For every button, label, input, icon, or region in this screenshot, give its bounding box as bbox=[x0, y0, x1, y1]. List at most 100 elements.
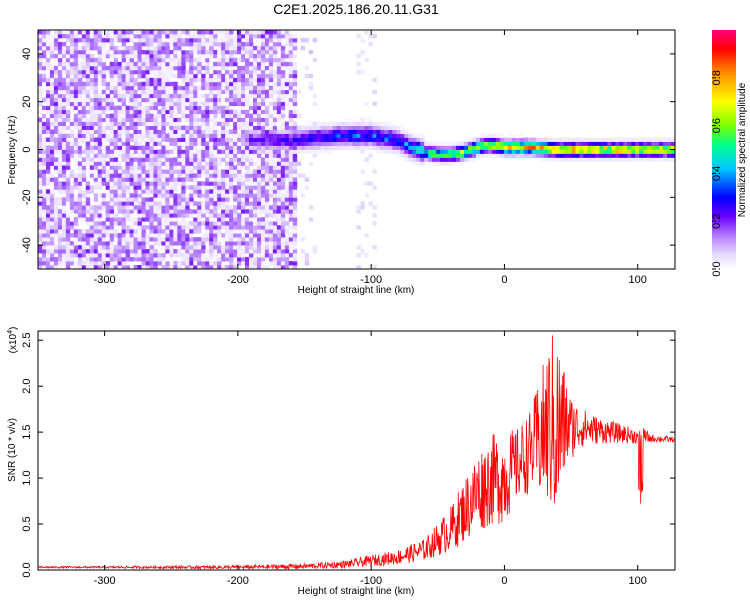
spectrogram-cell bbox=[161, 265, 166, 269]
spectrogram-cell bbox=[503, 141, 509, 146]
spectrogram-cell bbox=[141, 33, 146, 39]
spectrogram-cell bbox=[45, 229, 51, 234]
spectrogram-cell bbox=[225, 177, 230, 182]
spectrogram-cell bbox=[567, 157, 572, 162]
spectrogram-cell bbox=[392, 133, 397, 138]
spectrogram-cell bbox=[185, 101, 190, 107]
spectrogram-cell bbox=[233, 217, 238, 222]
spectrogram-cell bbox=[599, 153, 604, 158]
spectrogram-cell bbox=[344, 133, 349, 138]
spectrogram-cell bbox=[209, 173, 214, 178]
colorbar-tick-label: 0.6 bbox=[711, 118, 723, 133]
spectrogram-cell bbox=[384, 129, 389, 134]
spectrogram-cell bbox=[233, 209, 238, 214]
spectrogram-cell bbox=[105, 221, 111, 226]
spectrogram-cell bbox=[49, 181, 55, 186]
spectrogram-cell bbox=[65, 85, 71, 91]
spectrogram-cell bbox=[81, 189, 87, 194]
spectrogram-cell bbox=[292, 69, 298, 75]
spectrogram-cell bbox=[491, 149, 497, 154]
spectrogram-cell bbox=[233, 237, 238, 242]
spectrogram-cell bbox=[471, 153, 477, 158]
spectrogram-cell bbox=[125, 37, 130, 43]
spectrogram-cell bbox=[233, 145, 238, 150]
spectrogram-cell bbox=[272, 137, 278, 142]
spectrogram-cell bbox=[368, 133, 373, 138]
spectrogram-cell bbox=[527, 153, 533, 158]
spectrogram-cell bbox=[288, 117, 294, 123]
spectrogram-cell bbox=[149, 69, 154, 75]
spectrogram-cell bbox=[169, 109, 174, 115]
spectrogram-cell bbox=[157, 181, 162, 186]
spectrogram-cell bbox=[260, 105, 266, 111]
spectrogram-cell bbox=[284, 97, 290, 103]
spectrogram-cell bbox=[280, 69, 286, 75]
spectrogram-cell bbox=[543, 137, 548, 142]
spectrogram-cell bbox=[69, 253, 75, 258]
spectrogram-cell bbox=[41, 241, 47, 246]
spectrogram-cell bbox=[256, 141, 262, 146]
spectrogram-cell bbox=[169, 209, 174, 214]
spectrogram-cell bbox=[288, 209, 294, 214]
spectrogram-cell bbox=[483, 137, 489, 142]
spectrogram-cell bbox=[276, 125, 282, 130]
spectrogram-cell bbox=[280, 217, 286, 222]
spectrogram-cell bbox=[117, 69, 123, 75]
spectrogram-cell bbox=[260, 121, 266, 126]
spectrogram-cell bbox=[93, 173, 99, 178]
spectrogram-cell bbox=[165, 65, 170, 71]
spectrogram-cell bbox=[288, 169, 294, 174]
spectrogram-cell bbox=[245, 53, 250, 59]
spectrogram-cell bbox=[340, 129, 345, 134]
spectrogram-cell bbox=[332, 133, 337, 138]
spectrogram-cell bbox=[252, 209, 258, 214]
spectrogram-cell bbox=[133, 97, 138, 103]
spectrogram-cell bbox=[105, 229, 111, 234]
spectrogram-cell bbox=[631, 149, 636, 154]
spectrogram-cell bbox=[245, 49, 250, 55]
spectrogram-cell bbox=[209, 161, 214, 166]
spectrogram-cell bbox=[221, 113, 226, 119]
spectrogram-cell bbox=[38, 65, 43, 71]
spectrogram-cell bbox=[81, 169, 87, 174]
spectrogram-cell bbox=[101, 181, 107, 186]
spectrogram-cell bbox=[193, 185, 198, 190]
spectrogram-cell bbox=[41, 65, 47, 71]
colorbar-tick-label: 0.4 bbox=[711, 166, 723, 181]
spectrogram-cell bbox=[129, 225, 134, 230]
spectrogram-cell bbox=[57, 173, 63, 178]
spectrogram-cell bbox=[336, 125, 341, 130]
spectrogram-cell bbox=[153, 261, 158, 266]
spectrogram-cell bbox=[479, 133, 485, 138]
spectrogram-cell bbox=[280, 133, 286, 138]
spectrogram-cell bbox=[38, 121, 43, 126]
spectrogram-cell bbox=[149, 65, 154, 71]
spectrogram-cell bbox=[209, 57, 214, 63]
spectrogram-cell bbox=[197, 45, 202, 51]
spectrogram-cell bbox=[599, 157, 604, 162]
spectrogram-cell bbox=[229, 113, 234, 119]
spectrogram-cell bbox=[97, 109, 103, 115]
spectrogram-cell bbox=[45, 45, 51, 51]
spectrogram-cell bbox=[137, 221, 142, 226]
spectrogram-cell bbox=[280, 249, 286, 254]
spectrogram-cell bbox=[256, 257, 262, 262]
spectrogram-cell bbox=[41, 153, 47, 158]
spectrogram-cell bbox=[189, 265, 194, 269]
spectrogram-cell bbox=[173, 221, 178, 226]
spectrogram-cell bbox=[133, 221, 138, 226]
spectrogram-cell bbox=[125, 77, 130, 83]
snr-y-tick-label: 2.0 bbox=[21, 379, 33, 394]
spectrogram-cell bbox=[237, 181, 242, 186]
spectrogram-cell bbox=[252, 173, 258, 178]
spectrogram-cell bbox=[105, 117, 111, 123]
spectrogram-cell bbox=[38, 77, 43, 83]
spectrogram-cell bbox=[229, 73, 234, 79]
spectrogram-cell bbox=[292, 213, 298, 218]
spectrogram-cell bbox=[73, 49, 79, 55]
spectrogram-cell bbox=[53, 209, 59, 214]
spectrogram-cell bbox=[185, 153, 190, 158]
spectrogram-cell bbox=[288, 45, 294, 51]
spectrogram-cell bbox=[73, 61, 79, 67]
spectrogram-cell bbox=[292, 141, 298, 146]
